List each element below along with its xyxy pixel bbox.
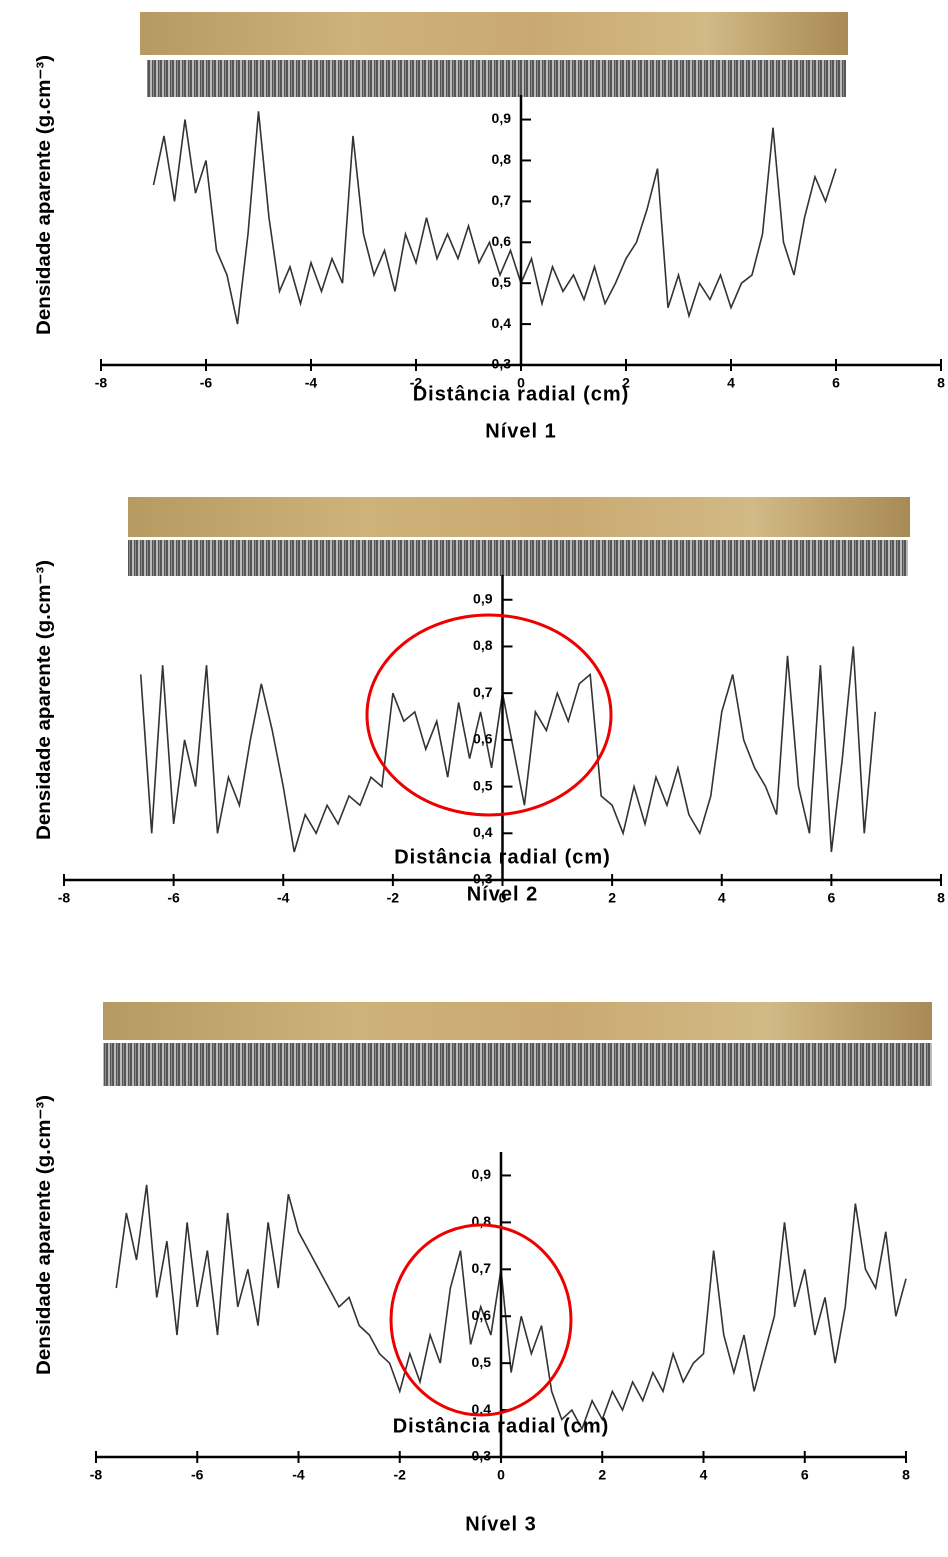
x-tick-label: 2 xyxy=(598,1467,606,1483)
y-tick-label: 0,5 xyxy=(472,1354,492,1370)
y-tick-label: 0,5 xyxy=(492,274,512,290)
density-line xyxy=(152,111,837,325)
xray-strip xyxy=(103,1043,932,1086)
chart-title: Nível 1 xyxy=(485,420,556,442)
y-tick-label: 0,7 xyxy=(473,684,493,700)
y-tick-label: 0,4 xyxy=(473,824,493,840)
density-line xyxy=(139,646,877,853)
x-tick-label: -8 xyxy=(58,890,71,906)
y-tick-label: 0,3 xyxy=(472,1448,492,1464)
wood-strip xyxy=(140,12,848,55)
xray-strip xyxy=(147,60,846,97)
y-axis-title: Densidade aparente (g.cm⁻³) xyxy=(34,560,55,840)
x-tick-label: 2 xyxy=(608,890,616,906)
y-tick-label: 0,4 xyxy=(492,315,512,331)
x-axis-title: Distância radial (cm) xyxy=(394,846,611,868)
wood-strip xyxy=(103,1002,932,1040)
x-tick-label: 6 xyxy=(801,1467,809,1483)
y-tick-label: 0,6 xyxy=(492,233,512,249)
x-tick-label: 8 xyxy=(937,375,945,391)
x-tick-label: -4 xyxy=(305,375,318,391)
y-tick-label: 0,6 xyxy=(473,731,493,747)
y-tick-label: 0,8 xyxy=(492,151,512,167)
y-tick-label: 0,4 xyxy=(472,1401,492,1417)
x-tick-label: -2 xyxy=(394,1467,407,1483)
x-tick-label: 4 xyxy=(700,1467,708,1483)
highlight-circle xyxy=(365,613,613,817)
y-tick-label: 0,7 xyxy=(472,1260,492,1276)
x-tick-label: 0 xyxy=(499,890,507,906)
plots: -8 -6 -4 -2 0 2 4 6 8 0,3 0,4 0,5 0,6 0,7 0,8 0,9 Distân… xyxy=(34,55,945,1535)
x-tick-label: 6 xyxy=(832,375,840,391)
x-tick-label: 6 xyxy=(827,890,835,906)
x-tick-label: -4 xyxy=(277,890,290,906)
y-tick-label: 0,9 xyxy=(492,110,512,126)
x-tick-label: 4 xyxy=(727,375,735,391)
x-tick-label: -6 xyxy=(200,375,213,391)
x-tick-label: 0 xyxy=(517,375,525,391)
highlight-circle xyxy=(389,1223,573,1417)
y-tick-label: 0,6 xyxy=(472,1307,492,1323)
x-tick-label: -6 xyxy=(191,1467,204,1483)
chart-title: Nível 3 xyxy=(465,1513,536,1535)
xray-strip xyxy=(128,540,908,576)
x-tick-label: -8 xyxy=(90,1467,103,1483)
y-tick-label: 0,3 xyxy=(473,871,493,887)
chart-title: Nível 2 xyxy=(467,883,538,905)
x-tick-label: -4 xyxy=(292,1467,305,1483)
y-axis-title: Densidade aparente (g.cm⁻³) xyxy=(34,1095,55,1375)
wood-strip xyxy=(128,497,910,537)
y-tick-label: 0,9 xyxy=(473,590,493,606)
x-tick-label: 4 xyxy=(718,890,726,906)
x-axis-title: Distância radial (cm) xyxy=(413,383,630,405)
x-axis-title: Distância radial (cm) xyxy=(393,1415,610,1437)
y-tick-label: 0,9 xyxy=(472,1166,492,1182)
x-tick-label: 8 xyxy=(937,890,945,906)
x-tick-label: 8 xyxy=(902,1467,910,1483)
y-tick-label: 0,3 xyxy=(492,356,512,372)
x-tick-label: -2 xyxy=(387,890,400,906)
x-tick-label: -8 xyxy=(95,375,108,391)
x-tick-label: 2 xyxy=(622,375,630,391)
y-axis-title: Densidade aparente (g.cm⁻³) xyxy=(34,55,55,335)
sample-images xyxy=(103,12,932,1086)
y-tick-label: 0,7 xyxy=(492,192,512,208)
x-tick-label: -2 xyxy=(410,375,423,391)
density-line xyxy=(115,1184,907,1431)
y-tick-label: 0,8 xyxy=(473,637,493,653)
x-tick-label: 0 xyxy=(497,1467,505,1483)
x-tick-label: -6 xyxy=(167,890,180,906)
y-tick-label: 0,5 xyxy=(473,777,493,793)
